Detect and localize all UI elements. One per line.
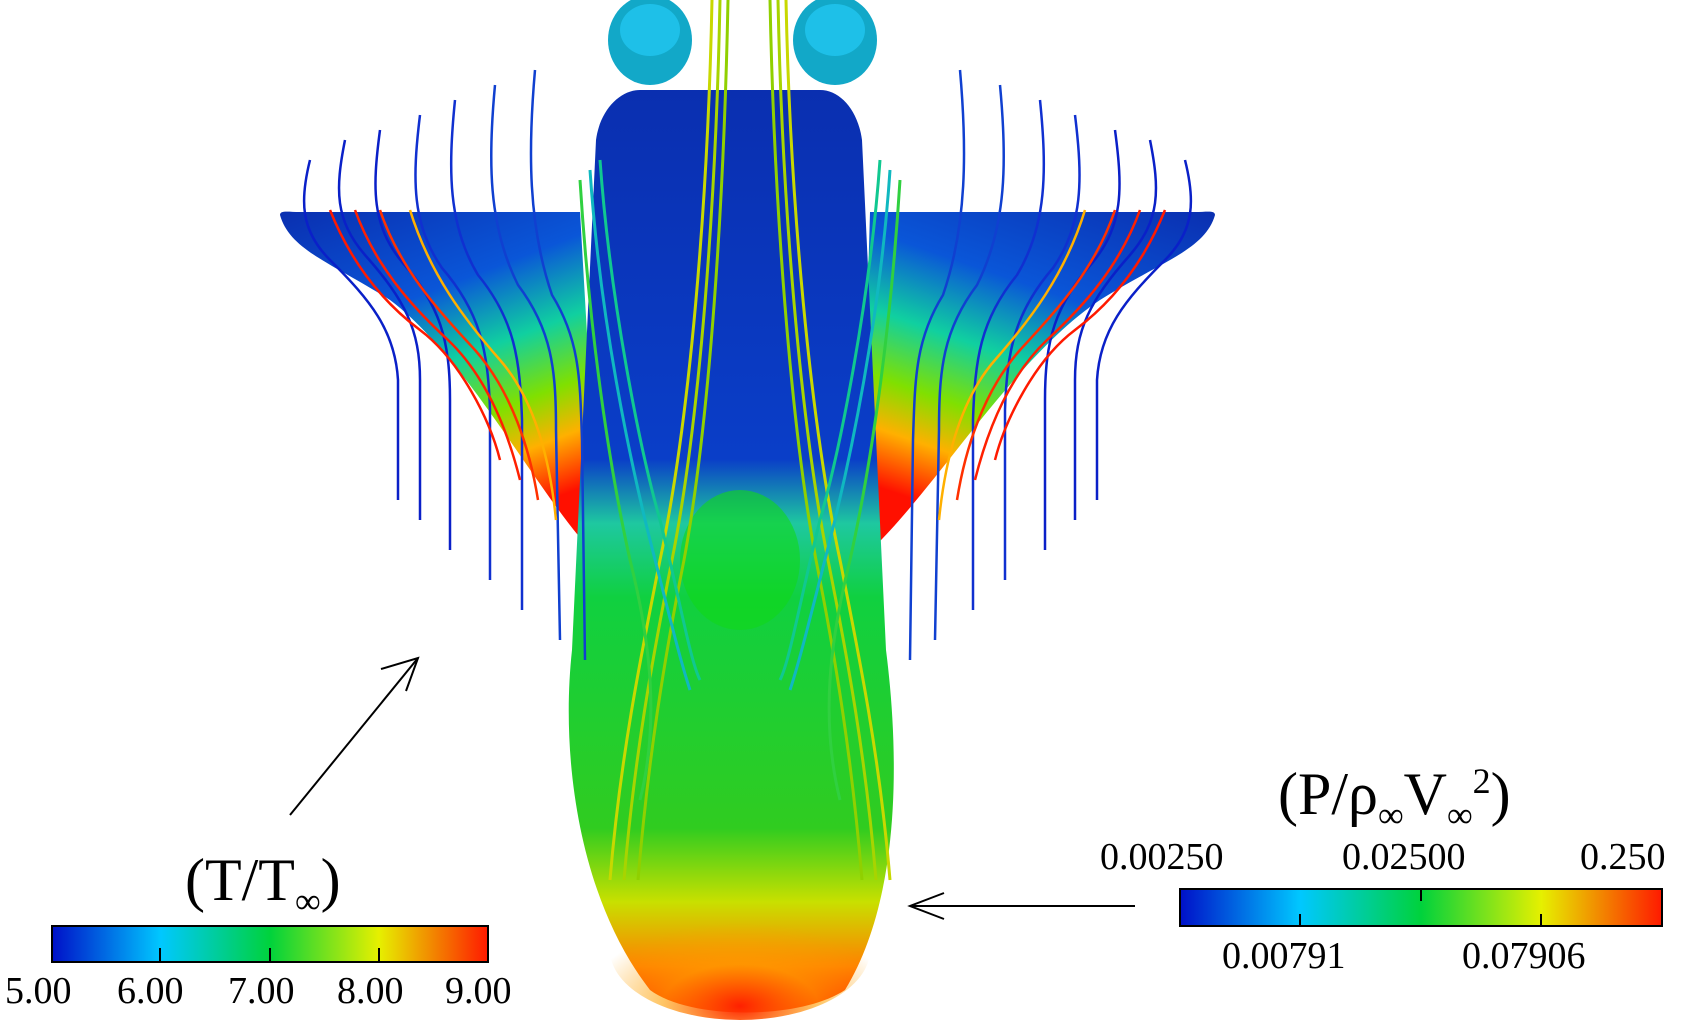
temperature-colorbar-ticks [159,948,380,962]
annotation-arrows [289,656,1135,920]
temperature-tick-label: 8.00 [337,970,404,1012]
pressure-legend-title: (P/ρ∞V∞2) [1278,761,1511,835]
pressure-tick-label: 0.250 [1580,836,1666,878]
nose-stagnation-region [610,880,870,1020]
temperature-tick-label: 9.00 [445,970,512,1012]
temperature-tick-label: 7.00 [228,970,295,1012]
temperature-legend-title: (T/T∞) [185,847,341,921]
right-wing [860,211,1215,561]
left-wing-streamlines [302,69,587,661]
pressure-colorbar-ticks [1299,889,1542,926]
pressure-tick-label: 0.00791 [1222,935,1346,977]
temperature-tick-label: 6.00 [117,970,184,1012]
left-wing [280,211,600,561]
right-wing-streamlines [908,69,1193,661]
pressure-tick-label: 0.00250 [1100,836,1224,878]
central-streamlines [578,0,902,881]
pressure-tick-label: 0.02500 [1342,836,1466,878]
temperature-pointer-arrow [289,657,419,816]
pressure-tick-label: 0.07906 [1462,935,1586,977]
temperature-tick-label: 5.00 [5,970,72,1012]
